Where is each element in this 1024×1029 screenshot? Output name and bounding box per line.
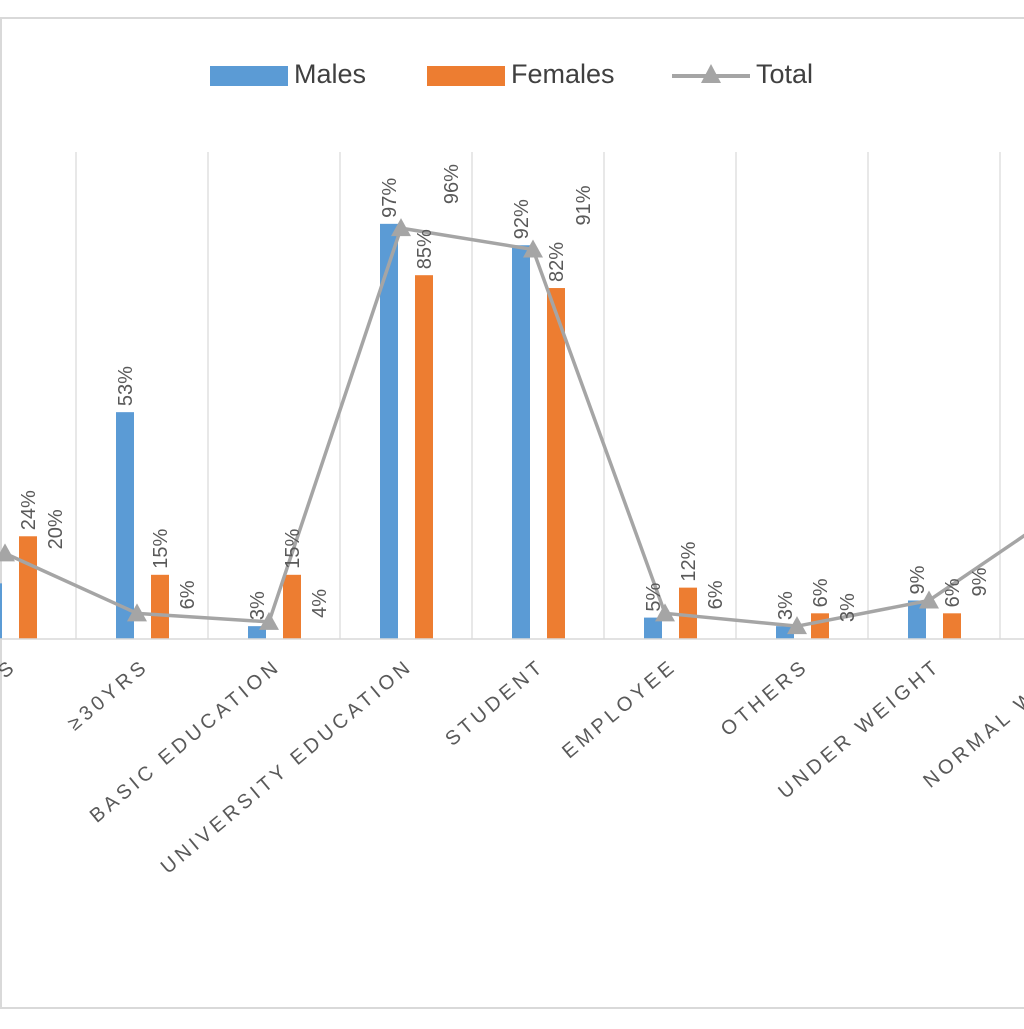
legend-label-1: Females [511,59,615,89]
total-marker-5 [655,603,675,622]
male-bar-1 [116,412,134,639]
labels-layer: 13%53%3%97%92%5% 3%9%24%15% 15%85% 82%12%6%… [0,164,991,622]
female-label-5: 12% [678,541,700,581]
total-label-7: 9% [969,567,991,596]
female-label-1: 15% [150,529,172,569]
male-label-7: 9% [907,565,929,594]
total-label-3: 96% [441,164,463,204]
legend-swatch-1 [427,66,505,86]
female-label-0: 24% [18,490,40,530]
total-marker-4 [523,239,543,258]
female-bar-2 [283,574,301,639]
male-label-5: 5% [643,582,665,611]
male-label-6: 3% [775,591,797,620]
legend-marker-2 [701,64,721,83]
total-label-0: 20% [45,509,67,549]
male-bar-7 [908,600,926,639]
male-label-3: 97% [379,178,401,218]
male-bar-5 [644,617,662,639]
line-layer [0,218,1024,635]
legend: Males Females Total [210,59,813,89]
female-bar-6 [811,613,829,639]
male-label-1: 53% [115,366,137,406]
legend-label-2: Total [756,59,813,89]
female-bar-1 [151,574,169,639]
total-marker-6 [787,616,807,635]
grid-layer [75,152,1001,639]
male-label-2: 3% [247,591,269,620]
total-label-5: 6% [705,580,727,609]
male-bar-0 [0,583,2,639]
female-bar-0 [19,536,37,639]
female-label-7: 6% [942,578,964,607]
male-label-0: 13% [0,537,5,577]
total-label-2: 4% [309,589,331,618]
male-bar-6 [776,626,794,639]
female-label-6: 6% [810,578,832,607]
male-bar-3 [380,223,398,639]
female-bar-3 [415,275,433,639]
female-bar-4 [547,288,565,639]
female-label-4: 82% [546,242,568,282]
female-bar-7 [943,613,961,639]
female-bar-5 [679,587,697,639]
female-label-3: 85% [414,229,436,269]
total-label-4: 91% [573,185,595,225]
total-marker-2 [259,611,279,630]
total-label-6: 3% [837,593,859,622]
total-label-1: 6% [177,580,199,609]
total-marker-1 [127,603,147,622]
male-label-4: 92% [511,199,533,239]
legend-label-0: Males [294,59,366,89]
male-bar-4 [512,245,530,640]
legend-swatch-0 [210,66,288,86]
total-marker-0 [0,543,15,562]
female-label-2: 15% [282,529,304,569]
total-marker-3 [391,218,411,237]
total-marker-7 [919,590,939,609]
